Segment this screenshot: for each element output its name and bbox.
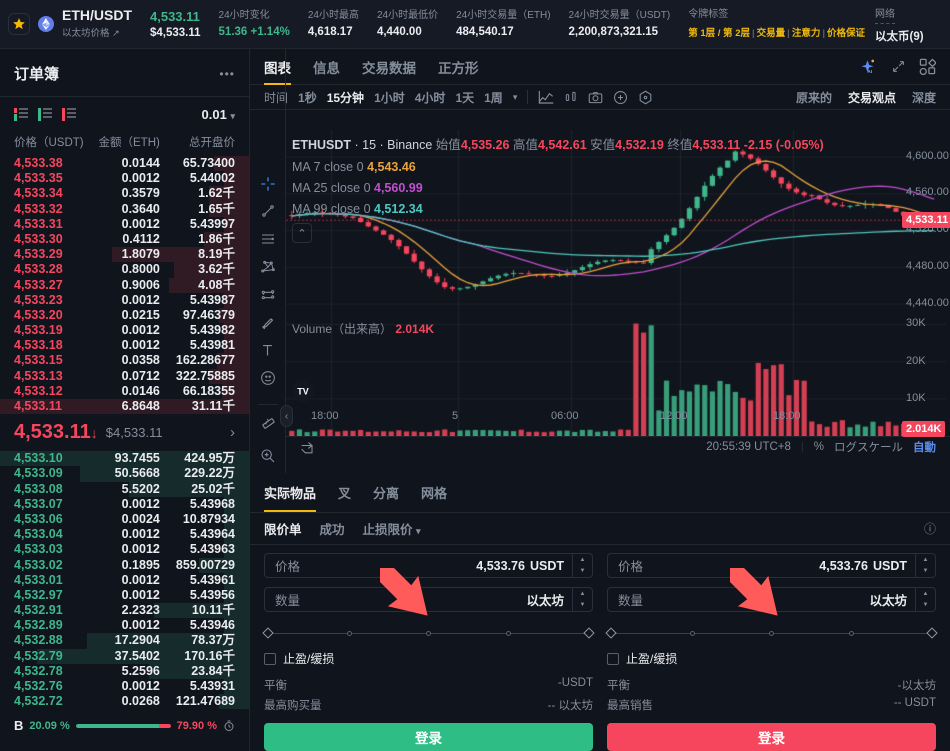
svg-text:TV: TV	[297, 386, 308, 396]
svg-text:AI: AI	[868, 69, 873, 74]
